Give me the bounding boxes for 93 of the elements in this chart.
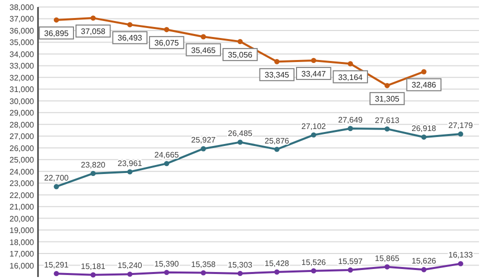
- data-label: 26,918: [412, 124, 437, 134]
- data-label: 15,428: [264, 258, 290, 268]
- point: [421, 69, 426, 74]
- y-tick-label: 30,000: [10, 96, 35, 106]
- y-tick-label: 24,000: [10, 167, 35, 176]
- y-tick-label: 27,000: [10, 132, 35, 142]
- point: [164, 270, 170, 276]
- point: [421, 267, 426, 272]
- point: [200, 146, 206, 152]
- data-label: 15,390: [154, 259, 180, 268]
- point: [238, 140, 243, 145]
- y-tick-label: 32,000: [10, 73, 35, 82]
- data-label: 33,447: [301, 69, 326, 78]
- data-label: 15,240: [118, 261, 143, 270]
- data-label: 23,820: [80, 160, 106, 170]
- y-tick-label: 16,000: [10, 261, 35, 270]
- data-label: 33,345: [264, 70, 290, 80]
- point: [384, 264, 390, 270]
- point: [127, 272, 132, 277]
- point: [127, 169, 132, 174]
- point: [238, 38, 243, 44]
- point: [54, 17, 59, 23]
- point: [90, 272, 96, 278]
- point: [90, 15, 96, 21]
- point: [421, 134, 426, 140]
- y-tick-label: 35,000: [10, 38, 35, 48]
- y-tick-label: 37,000: [10, 14, 35, 24]
- data-label: 33,164: [338, 72, 364, 82]
- point: [164, 160, 170, 166]
- point: [54, 270, 59, 276]
- y-tick-label: 25,000: [10, 156, 35, 165]
- data-label: 27,179: [448, 121, 474, 130]
- y-tick-label: 33,000: [10, 62, 35, 71]
- point: [348, 126, 353, 132]
- y-tick-label: 17,000: [10, 250, 35, 259]
- data-label: 23,961: [118, 158, 143, 168]
- data-label: 36,895: [44, 28, 70, 38]
- point: [200, 34, 206, 40]
- point: [348, 267, 353, 273]
- data-label: 36,075: [154, 38, 180, 48]
- data-label: 35,056: [228, 50, 253, 60]
- y-tick-label: 22,000: [10, 190, 35, 200]
- point: [458, 261, 464, 266]
- y-tick-label: 34,000: [10, 50, 35, 59]
- y-tick-label: 36,000: [10, 26, 35, 36]
- y-tick-label: 26,000: [10, 144, 35, 153]
- data-label: 24,665: [154, 150, 180, 160]
- point: [384, 126, 390, 132]
- y-tick-label: 19,000: [10, 226, 35, 236]
- data-label: 15,597: [338, 256, 364, 266]
- data-label: 25,876: [264, 136, 290, 146]
- data-label: 27,613: [374, 116, 400, 125]
- data-label: 15,865: [374, 254, 400, 263]
- data-label: 15,526: [301, 258, 326, 267]
- point: [54, 184, 59, 190]
- y-tick-label: 23,000: [10, 179, 35, 188]
- point: [164, 27, 170, 32]
- data-label: 16,133: [448, 250, 474, 260]
- data-label: 31,305: [374, 94, 400, 104]
- point: [200, 270, 206, 276]
- point: [311, 58, 316, 64]
- point: [311, 268, 316, 274]
- data-label: 15,303: [228, 260, 253, 270]
- data-label: 37,058: [80, 27, 106, 36]
- y-tick-label: 31,000: [10, 85, 35, 94]
- y-tick-label: 21,000: [10, 202, 35, 212]
- point: [311, 132, 316, 138]
- y-tick-label: 20,000: [10, 214, 35, 224]
- data-label: 27,649: [338, 116, 364, 125]
- y-tick-label: 28,000: [10, 120, 35, 130]
- data-label: 35,465: [191, 46, 216, 55]
- data-label: 15,626: [412, 256, 437, 266]
- data-label: 25,927: [191, 136, 216, 145]
- point: [238, 270, 243, 276]
- y-tick-label: 38,000: [10, 3, 35, 12]
- data-label: 15,291: [44, 260, 70, 270]
- data-label: 15,358: [191, 260, 216, 269]
- data-label: 26,485: [228, 129, 253, 138]
- data-label: 27,102: [301, 122, 326, 131]
- data-label: 15,181: [80, 262, 106, 271]
- data-label: 32,486: [412, 80, 437, 90]
- data-label: 36,493: [118, 34, 143, 43]
- point: [348, 61, 353, 66]
- y-tick-label: 29,000: [10, 108, 35, 118]
- point: [274, 59, 280, 64]
- point: [274, 146, 280, 152]
- point: [127, 22, 132, 28]
- point: [384, 82, 390, 88]
- point: [274, 269, 280, 275]
- point: [90, 170, 96, 176]
- data-label: 22,700: [44, 174, 70, 183]
- y-tick-label: 18,000: [10, 238, 35, 247]
- point: [458, 131, 464, 137]
